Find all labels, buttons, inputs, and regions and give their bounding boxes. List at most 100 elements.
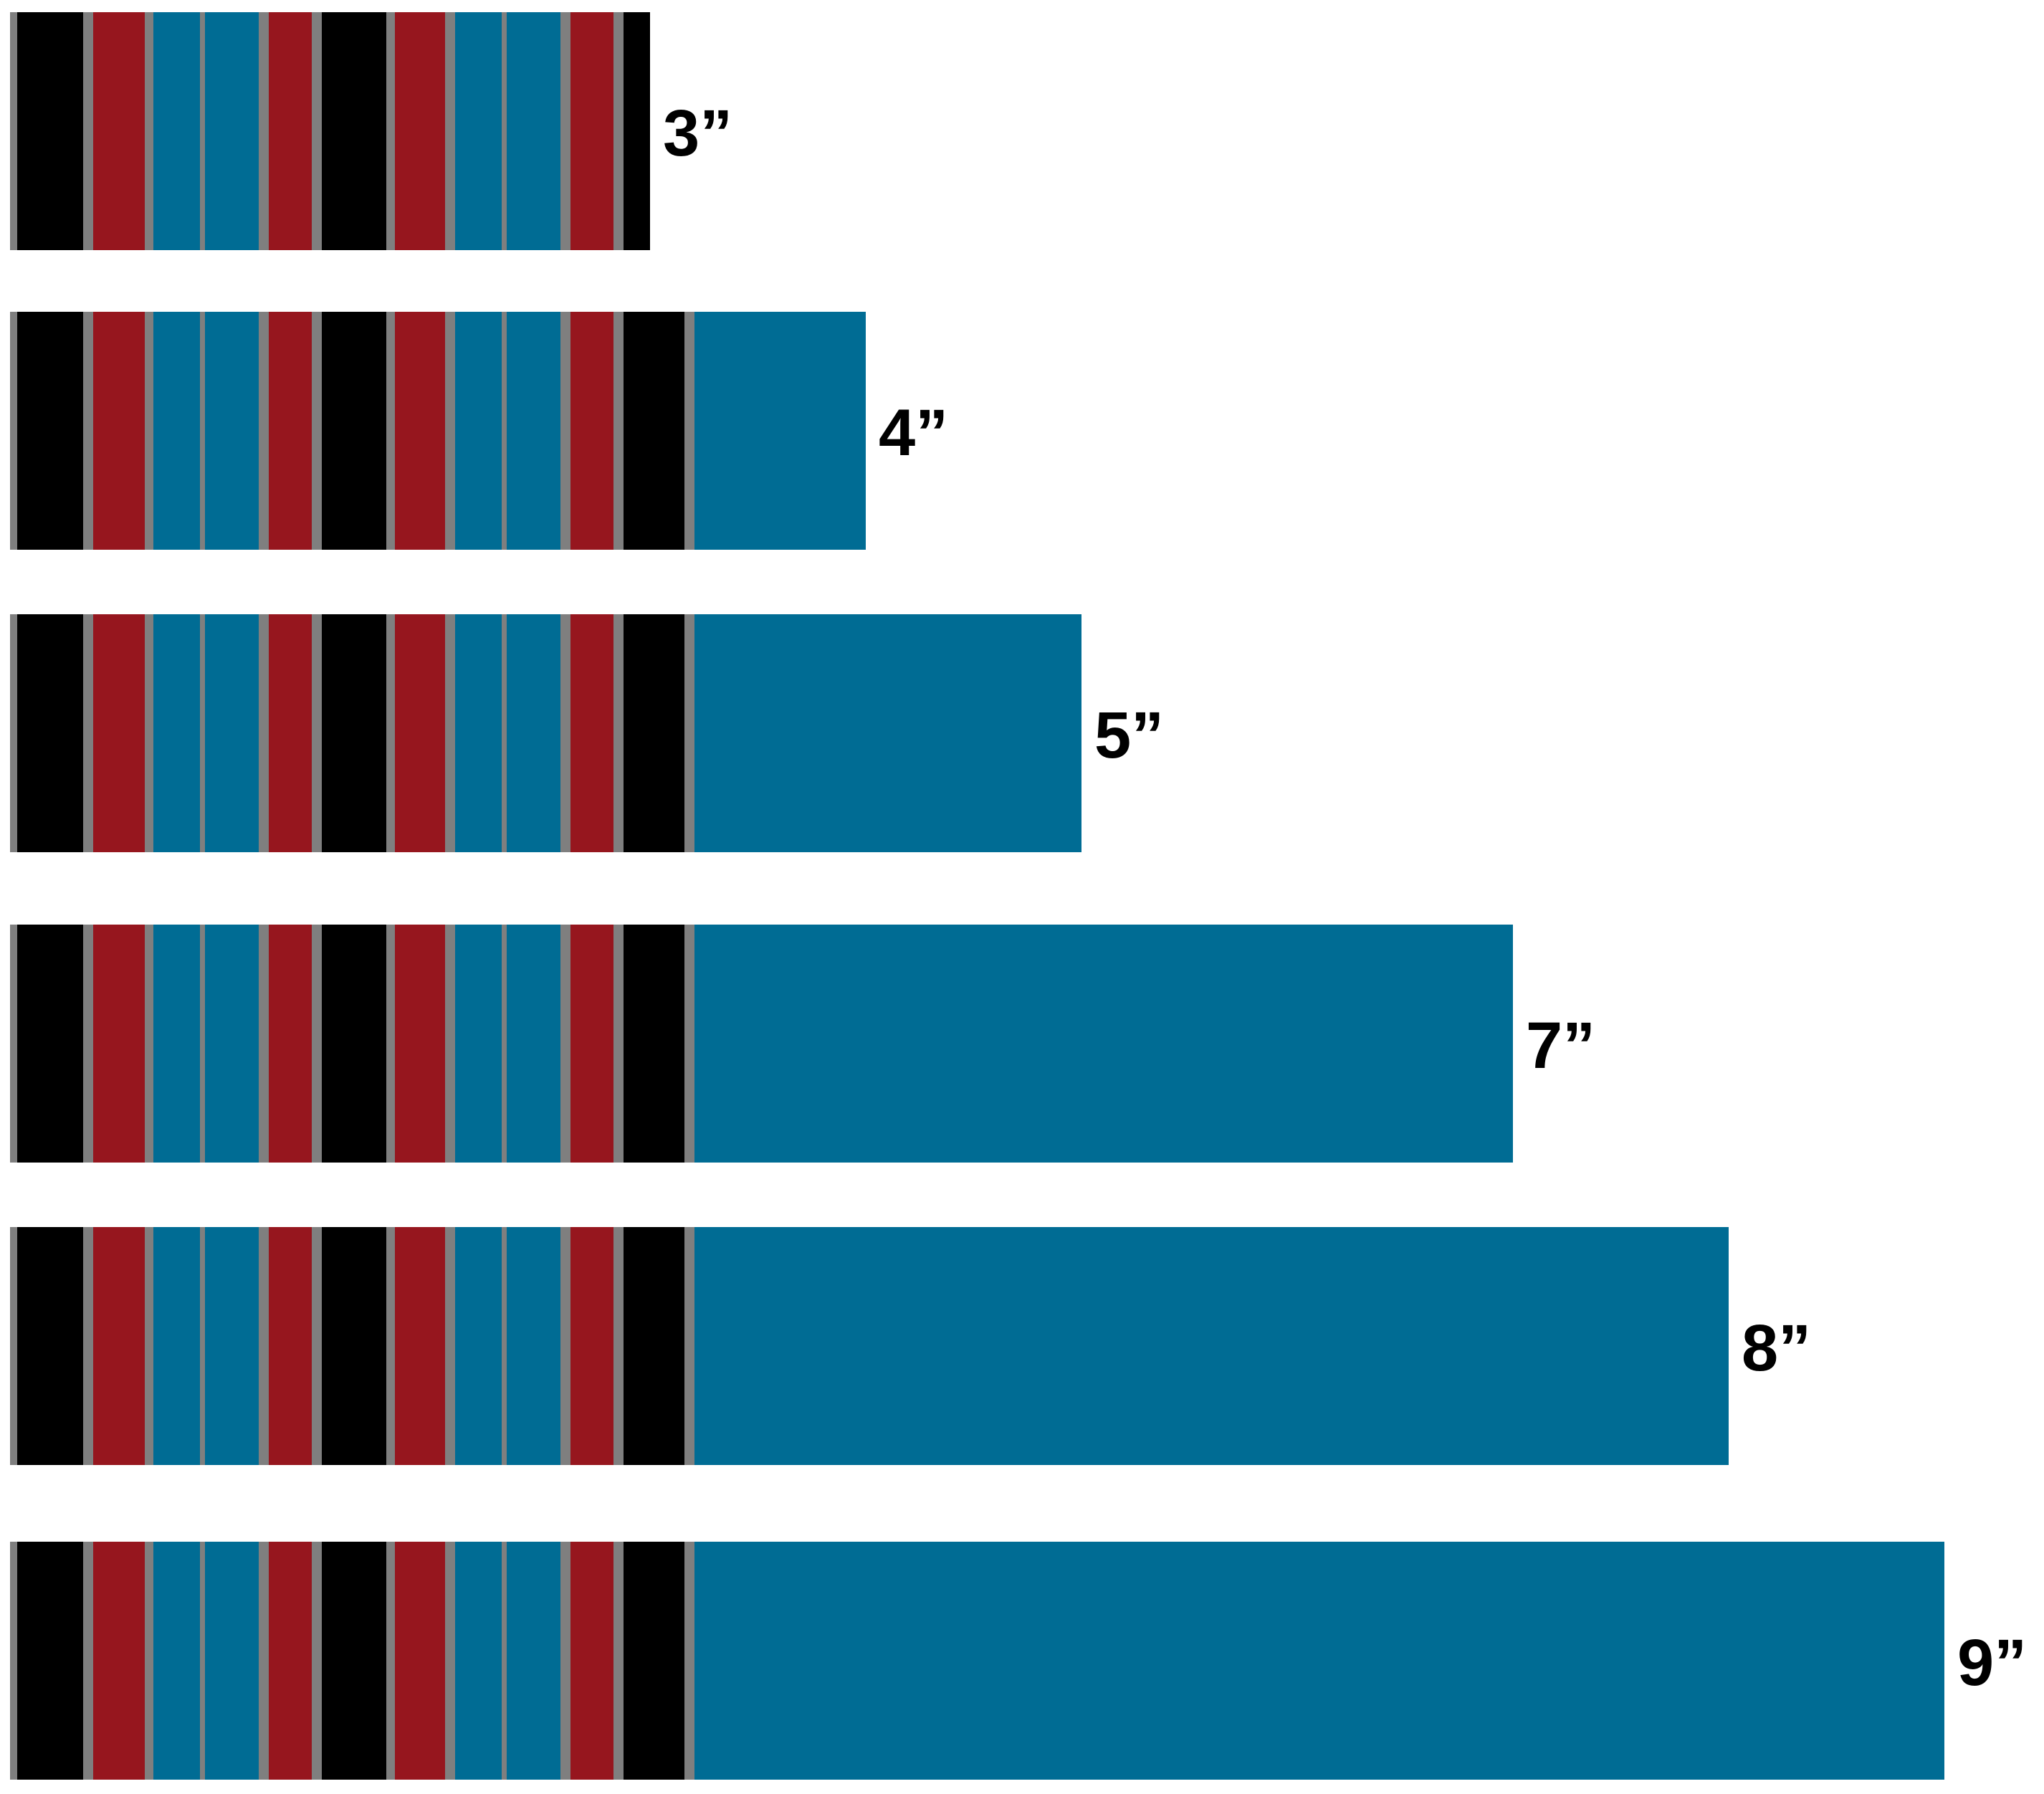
stripe-gray <box>445 12 455 250</box>
stripe-gray <box>200 1227 205 1465</box>
stripe-blue <box>455 12 502 250</box>
stripe-gray <box>386 12 395 250</box>
stripe-blue <box>205 614 259 852</box>
stripe-gray <box>502 925 507 1163</box>
stripe-blue <box>153 312 200 550</box>
size-label: 7” <box>1526 1009 1595 1082</box>
stripe-blue <box>507 312 560 550</box>
stripe-blue <box>507 614 560 852</box>
stripe-black <box>17 312 83 550</box>
stripe-red <box>269 925 312 1163</box>
stripe-black <box>17 1542 83 1780</box>
stripe-black <box>17 12 83 250</box>
stripe-gray <box>259 12 269 250</box>
stripe-blue <box>153 925 200 1163</box>
stripe-blue <box>694 614 1081 852</box>
stripe-red <box>570 12 613 250</box>
stripe-gray <box>83 1542 93 1780</box>
stripe-gray <box>200 312 205 550</box>
stripe-blue <box>455 925 502 1163</box>
stripe-blue <box>507 12 560 250</box>
stripe-blue <box>153 1542 200 1780</box>
size-label: 8” <box>1742 1312 1811 1385</box>
stripe-gray <box>560 1542 570 1780</box>
stripe-black <box>322 312 386 550</box>
stripe-gray <box>259 1542 269 1780</box>
stripe-gray <box>613 12 624 250</box>
stripe-blue <box>694 1542 1944 1780</box>
stripe-gray <box>145 12 153 250</box>
stripe-gray <box>10 312 17 550</box>
stripe-blue <box>455 614 502 852</box>
stripe-red <box>93 1542 145 1780</box>
stripe-blue <box>153 12 200 250</box>
stripe-gray <box>312 12 322 250</box>
stripe-gray <box>560 614 570 852</box>
stripe-gray <box>259 1227 269 1465</box>
stripe-gray <box>312 1227 322 1465</box>
stripe-blue <box>694 312 866 550</box>
stripe-gray <box>200 1542 205 1780</box>
size-label: 3” <box>663 97 732 170</box>
stripe-gray <box>560 1227 570 1465</box>
stripe-gray <box>200 12 205 250</box>
bar-1: 3” <box>10 12 732 250</box>
stripe-red <box>395 12 445 250</box>
stripe-black <box>322 1227 386 1465</box>
stripe-gray <box>259 925 269 1163</box>
stripe-blue <box>205 1542 259 1780</box>
stripe-black <box>17 614 83 852</box>
size-label: 4” <box>879 396 948 469</box>
stripe-gray <box>386 1542 395 1780</box>
stripe-red <box>395 614 445 852</box>
stripe-blue <box>205 925 259 1163</box>
stripe-gray <box>502 614 507 852</box>
stripe-gray <box>83 614 93 852</box>
stripe-gray <box>200 925 205 1163</box>
stripe-gray <box>259 614 269 852</box>
stripe-gray <box>445 1227 455 1465</box>
stripe-red <box>269 312 312 550</box>
stripe-red <box>269 12 312 250</box>
stripe-red <box>93 614 145 852</box>
stripe-gray <box>386 312 395 550</box>
size-label: 9” <box>1957 1626 2027 1699</box>
stripe-gray <box>10 12 17 250</box>
stripe-gray <box>684 925 694 1163</box>
bar-2: 4” <box>10 312 948 550</box>
stripe-gray <box>502 312 507 550</box>
stripe-gray <box>10 1542 17 1780</box>
stripe-blue <box>694 925 1513 1163</box>
stripe-gray <box>312 1542 322 1780</box>
stripe-gray <box>560 12 570 250</box>
stripe-gray <box>684 312 694 550</box>
bar-3: 5” <box>10 614 1164 852</box>
stripe-gray <box>145 312 153 550</box>
stripe-gray <box>502 1542 507 1780</box>
stripe-red <box>93 1227 145 1465</box>
stripe-blue <box>153 614 200 852</box>
stripe-gray <box>83 12 93 250</box>
stripe-gray <box>386 1227 395 1465</box>
stripe-blue <box>205 312 259 550</box>
stripe-red <box>570 1542 613 1780</box>
stripe-gray <box>613 925 624 1163</box>
stripe-red <box>269 1227 312 1465</box>
stripe-gray <box>200 614 205 852</box>
stripe-red <box>395 925 445 1163</box>
stripe-black <box>624 925 684 1163</box>
stripe-red <box>93 925 145 1163</box>
stripe-black <box>624 614 684 852</box>
stripe-red <box>570 614 613 852</box>
stripe-blue <box>153 1227 200 1465</box>
stripe-blue <box>507 1227 560 1465</box>
stripe-black <box>624 1542 684 1780</box>
stripe-gray <box>83 1227 93 1465</box>
stripe-gray <box>445 1542 455 1780</box>
stripe-gray <box>83 312 93 550</box>
stripe-blue <box>455 1542 502 1780</box>
stripe-gray <box>613 614 624 852</box>
bar-6: 9” <box>10 1542 2027 1780</box>
stripe-gray <box>259 312 269 550</box>
stripe-gray <box>613 312 624 550</box>
